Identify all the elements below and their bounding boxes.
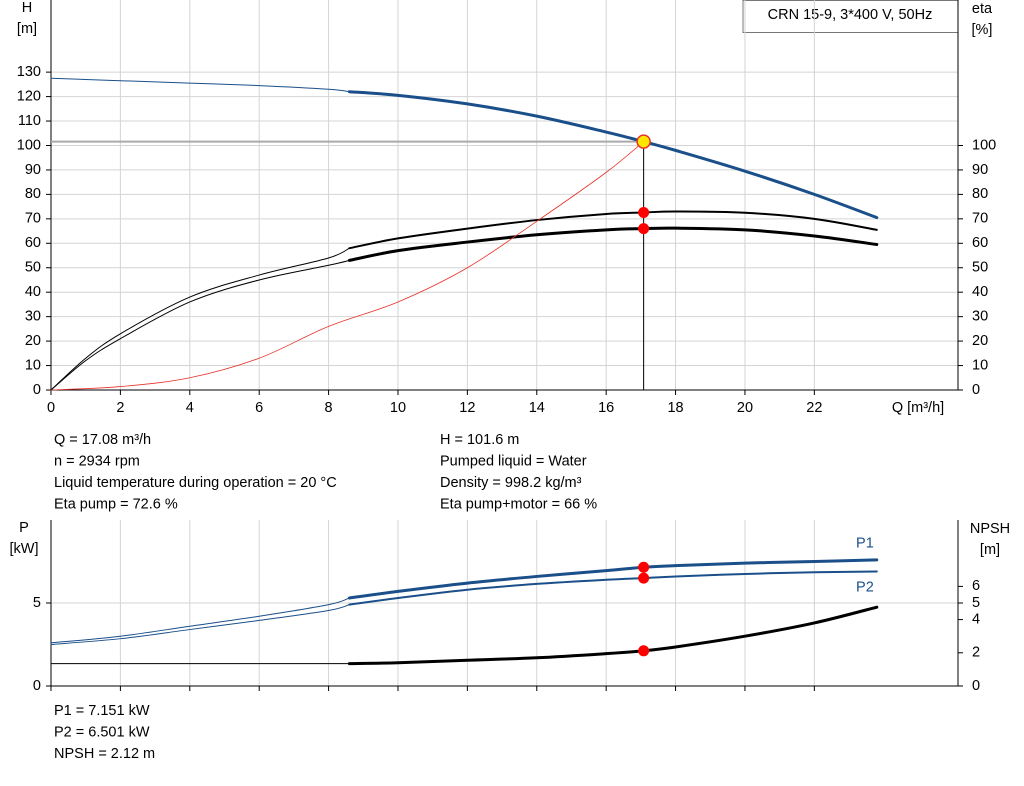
y2-tick-label: 6 bbox=[972, 578, 980, 594]
x-tick-label: 18 bbox=[667, 400, 683, 416]
y-tick-label: 0 bbox=[33, 382, 41, 398]
y2-axis-label: eta bbox=[972, 1, 993, 17]
x-tick-label: 0 bbox=[47, 400, 55, 416]
y2-tick-label: 20 bbox=[972, 333, 988, 349]
y2-tick-label: 100 bbox=[972, 137, 996, 153]
x-tick-label: 14 bbox=[529, 400, 545, 416]
curve bbox=[50, 259, 350, 391]
info-text: NPSH = 2.12 m bbox=[54, 746, 155, 762]
title-box bbox=[742, 0, 959, 33]
x-tick-label: 22 bbox=[806, 400, 822, 416]
y2-tick-label: 10 bbox=[972, 357, 988, 373]
info-text: n = 2934 rpm bbox=[54, 453, 140, 469]
y-tick-label: 130 bbox=[17, 64, 41, 80]
info-text: Liquid temperature during operation = 20… bbox=[54, 475, 337, 491]
duty-point bbox=[636, 134, 651, 149]
series-label: P1 bbox=[856, 536, 874, 552]
y2-tick-label: 40 bbox=[972, 284, 988, 300]
y-tick-label: 50 bbox=[25, 260, 41, 276]
y2-axis-label: [m] bbox=[980, 542, 1000, 558]
curve bbox=[348, 210, 878, 250]
y2-tick-label: 70 bbox=[972, 211, 988, 227]
y2-axis-label: NPSH bbox=[970, 521, 1010, 537]
x-tick-label: 8 bbox=[325, 400, 333, 416]
y-axis-label: [m] bbox=[17, 21, 37, 37]
curve bbox=[347, 226, 879, 262]
curve bbox=[348, 570, 878, 606]
y2-tick-label: 60 bbox=[972, 235, 988, 251]
chart-title: CRN 15-9, 3*400 V, 50Hz bbox=[768, 7, 933, 23]
y-tick-label: 80 bbox=[25, 186, 41, 202]
curve bbox=[50, 597, 350, 644]
curve bbox=[50, 141, 645, 391]
y-tick-label: 30 bbox=[25, 308, 41, 324]
y2-tick-label: 2 bbox=[972, 645, 980, 661]
y2-tick-label: 30 bbox=[972, 308, 988, 324]
y-tick-label: 70 bbox=[25, 211, 41, 227]
info-text: Eta pump+motor = 66 % bbox=[440, 496, 597, 512]
x-tick-label: 2 bbox=[116, 400, 124, 416]
y2-tick-label: 80 bbox=[972, 186, 988, 202]
y-axis-label: P bbox=[19, 520, 29, 536]
y2-tick-label: 50 bbox=[972, 260, 988, 276]
y-tick-label: 120 bbox=[17, 88, 41, 104]
y2-tick-label: 0 bbox=[972, 382, 980, 398]
info-text: H = 101.6 m bbox=[440, 432, 519, 448]
info-text: Density = 998.2 kg/m³ bbox=[440, 475, 582, 491]
y-tick-label: 20 bbox=[25, 333, 41, 349]
x-tick-label: 16 bbox=[598, 400, 614, 416]
info-text: Pumped liquid = Water bbox=[440, 453, 587, 469]
y-tick-label: 0 bbox=[33, 678, 41, 694]
y-tick-label: 90 bbox=[25, 162, 41, 178]
curve bbox=[50, 247, 350, 391]
duty-point bbox=[638, 645, 650, 657]
y2-tick-label: 0 bbox=[972, 678, 980, 694]
y-tick-label: 40 bbox=[25, 284, 41, 300]
curve bbox=[50, 77, 350, 93]
info-text: Eta pump = 72.6 % bbox=[54, 496, 178, 512]
y2-axis-label: [%] bbox=[972, 22, 993, 38]
curve bbox=[347, 558, 879, 600]
y-axis-label: [kW] bbox=[10, 541, 39, 557]
y-axis-label: H bbox=[22, 0, 32, 16]
info-text: P1 = 7.151 kW bbox=[54, 703, 150, 719]
y2-tick-label: 4 bbox=[972, 611, 980, 627]
duty-point bbox=[638, 206, 650, 218]
x-tick-label: 20 bbox=[737, 400, 753, 416]
y-tick-label: 10 bbox=[25, 357, 41, 373]
x-tick-label: 10 bbox=[390, 400, 406, 416]
series-label: P2 bbox=[856, 579, 874, 595]
y2-tick-label: 5 bbox=[972, 595, 980, 611]
curve bbox=[347, 605, 879, 666]
curve bbox=[50, 604, 350, 645]
info-text: Q = 17.08 m³/h bbox=[54, 432, 151, 448]
x-tick-label: 4 bbox=[186, 400, 194, 416]
info-text: P2 = 6.501 kW bbox=[54, 724, 150, 740]
y-tick-label: 110 bbox=[18, 113, 41, 129]
curve bbox=[347, 90, 879, 220]
duty-point bbox=[638, 223, 650, 235]
x-tick-label: 12 bbox=[459, 400, 475, 416]
duty-point bbox=[638, 572, 650, 584]
duty-point bbox=[638, 561, 650, 573]
y-tick-label: 100 bbox=[17, 137, 41, 153]
x-axis-label: Q [m³/h] bbox=[892, 400, 944, 416]
x-tick-label: 6 bbox=[255, 400, 263, 416]
y-tick-label: 60 bbox=[25, 235, 41, 251]
y-tick-label: 5 bbox=[33, 595, 41, 611]
y2-tick-label: 90 bbox=[972, 162, 988, 178]
